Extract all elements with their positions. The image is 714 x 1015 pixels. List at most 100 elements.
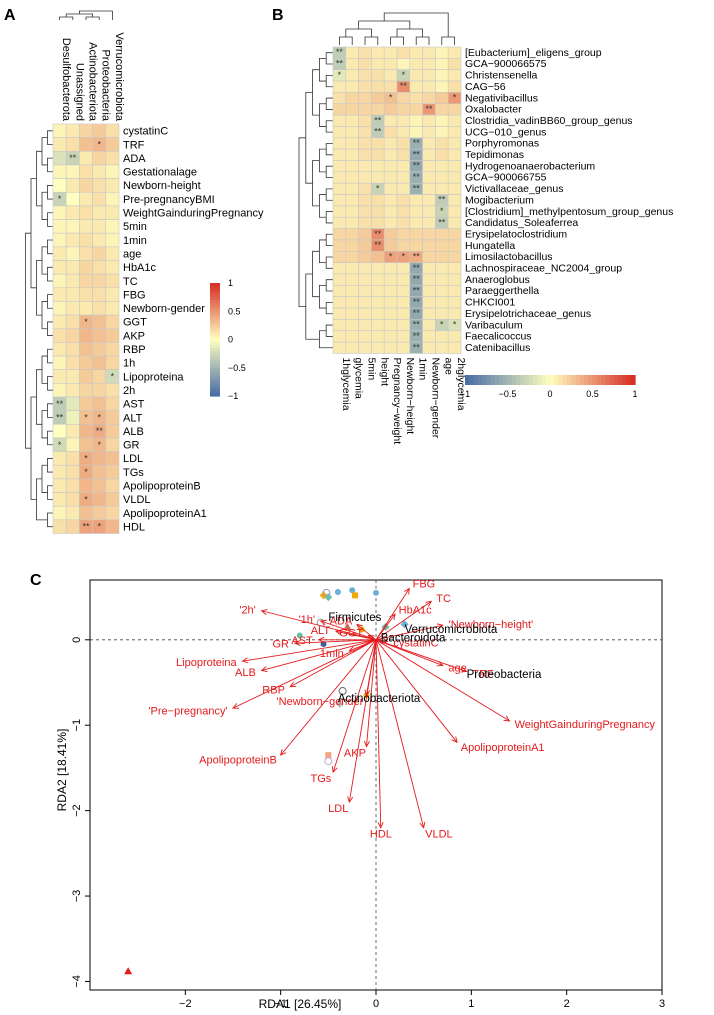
heatmap-cell (371, 194, 385, 207)
row-label: Oxalobacter (465, 104, 522, 116)
heatmap-cell (65, 191, 80, 207)
heatmap-cell (371, 58, 385, 70)
colorbar-swatch (210, 362, 220, 366)
heatmap-cell (52, 328, 67, 343)
heatmap-cell (105, 464, 120, 480)
colorbar-swatch (469, 375, 475, 385)
colorbar-swatch (537, 375, 543, 385)
dendrogram-branch (319, 284, 327, 309)
heatmap-cell (52, 492, 67, 507)
row-label: LDL (123, 453, 143, 465)
colorbar-swatch (554, 375, 560, 385)
heatmap-cell (435, 69, 449, 82)
heatmap-cell (345, 239, 359, 252)
significance-marks-b: ***** **** **************** ************ * **… (336, 47, 457, 352)
row-label: Clostridia_vadinBB60_group_genus (465, 115, 633, 127)
colorbar-swatch (630, 375, 636, 385)
column-label: age (442, 357, 454, 375)
heatmap-cell (435, 114, 449, 127)
heatmap-cell (52, 246, 67, 261)
heatmap-cell (52, 451, 67, 466)
heatmap-cell (52, 232, 67, 248)
heatmap-cell (332, 228, 347, 241)
heatmap-cell (435, 330, 449, 343)
colorbar-swatch (601, 375, 606, 385)
colorbar-swatch (210, 376, 220, 380)
heatmap-cell (422, 239, 436, 252)
heatmap-cell (105, 232, 120, 248)
dendrogram-branch (319, 148, 327, 173)
dendrogram-branch (41, 410, 48, 439)
significance-mark: * (84, 453, 88, 463)
heatmap-cell (105, 205, 120, 220)
heatmap-cell (371, 307, 385, 320)
heatmap-cell (345, 205, 359, 218)
sample-point (296, 632, 303, 639)
heatmap-cell (447, 296, 462, 309)
heatmap-cell (105, 314, 120, 330)
env-arrow (294, 639, 377, 644)
colorbar-swatch (490, 375, 496, 385)
colorbar-a: 1 0.5 0 −0.5 −1 (210, 278, 246, 401)
heatmap-cell (52, 301, 67, 316)
colorbar-swatch (210, 291, 220, 295)
heatmap-cell (345, 182, 359, 195)
heatmap-cell (422, 341, 436, 354)
dendrogram-branch (47, 294, 53, 309)
row-label: GCA−900066575 (465, 58, 547, 70)
significance-mark: ** (96, 426, 104, 436)
heatmap-cell (358, 160, 372, 173)
species-label: Proteobacteria (467, 669, 542, 681)
heatmap-cell (422, 319, 436, 332)
heatmap-cell (345, 137, 359, 150)
heatmap-cell (65, 328, 80, 343)
row-labels-b: [Eubacterium]_eligens_groupGCA−900066575… (465, 47, 673, 354)
colorbar-swatch (511, 375, 517, 385)
significance-mark: * (97, 440, 101, 450)
heatmap-cell (52, 219, 67, 234)
row-label: FBG (123, 289, 146, 301)
significance-mark: * (58, 440, 62, 450)
env-arrow (261, 639, 377, 671)
sample-point (400, 620, 409, 629)
heatmap-cell (358, 137, 372, 150)
heatmap-cell (358, 319, 372, 332)
dendrogram-branch (325, 233, 333, 247)
row-label: ADA (123, 153, 146, 165)
row-label: Mogibacterium (465, 194, 534, 206)
heatmap-cells-b (332, 46, 462, 354)
dendrogram-branch (41, 191, 48, 220)
heatmap-cell (332, 194, 347, 207)
colorbar-swatch (210, 347, 220, 352)
arrow-head (451, 736, 458, 744)
heatmap-cell (79, 383, 93, 398)
significance-mark: ** (400, 81, 408, 91)
row-label: Paraeggerthella (465, 285, 539, 297)
heatmap-cell (383, 103, 398, 116)
heatmap-cell (105, 505, 120, 521)
heatmap-cell (65, 260, 80, 275)
sample-point (324, 593, 333, 602)
heatmap-cell (383, 341, 398, 354)
colorbar-swatch (210, 381, 220, 386)
dendrogram-branch (47, 512, 53, 528)
env-arrow (232, 639, 377, 709)
heatmap-cell (345, 228, 359, 241)
colorbar-swatch (486, 375, 492, 385)
dendrogram-cols-b (339, 12, 455, 45)
y-tick-label: −1 (71, 719, 83, 732)
heatmap-cell (422, 160, 436, 173)
heatmap-cell (345, 285, 359, 298)
env-arrow-label: GGT (339, 628, 363, 640)
significance-mark: ** (413, 342, 421, 352)
dendrogram-cols-a (59, 10, 113, 20)
colorbar-swatch (210, 342, 220, 346)
heatmap-cell (358, 239, 372, 252)
heatmap-cell (92, 464, 107, 480)
heatmap-panel-b: ***** **** **************** ************ * **… (298, 12, 673, 444)
row-label: Anaeroglobus (465, 274, 530, 286)
heatmap-cell (358, 58, 372, 70)
dendrogram-branch (325, 165, 333, 178)
dendrogram-branch (41, 355, 48, 384)
dendrogram-branch (312, 69, 320, 116)
